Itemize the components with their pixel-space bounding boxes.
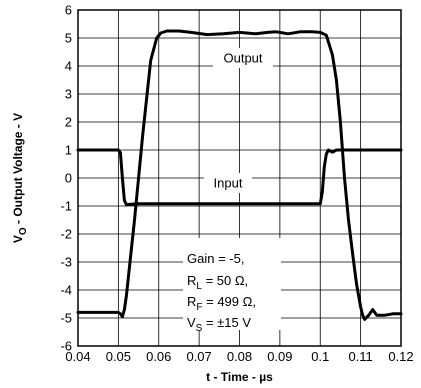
series-layer [76,29,403,321]
y-tick-label: 0 [65,171,72,186]
y-tick-label: 5 [65,31,72,46]
y-tick-label: -2 [60,227,72,242]
param-gain: Gain = -5, [187,251,244,266]
y-tick-label: -1 [60,199,72,214]
input-label-background [204,173,252,193]
x-tick-label: 0.12 [388,349,413,364]
x-tick-label: 0.08 [227,349,252,364]
series-input-line [76,148,403,207]
y-tick-label: -5 [60,311,72,326]
parameters-box: Gain = -5, RL = 50 Ω, RF = 499 Ω, VS = ±… [187,251,256,334]
param-rf-sub: F [196,302,202,313]
tick-layer: 0.04 0.05 0.06 0.07 0.08 0.09 0.1 0.11 0.12 -6 -5 -… [60,3,413,365]
y-tick-label: 1 [65,143,72,158]
y-tick-label: -3 [60,255,72,270]
param-rl-main: R [187,273,196,288]
output-label-background [213,48,273,68]
x-tick-label: 0.05 [106,349,131,364]
param-vs-main: V [187,315,196,330]
x-tick-label: 0.07 [186,349,211,364]
parameters-box-background [183,238,281,330]
y-tick-label: -6 [60,339,72,354]
y-tick-label: 3 [65,87,72,102]
y-axis-title-rest: - Output Voltage - V [11,113,25,227]
output-series-label: Output [223,51,262,66]
plot-frame [77,9,402,347]
y-tick-label: 4 [65,59,72,74]
param-rl-sub: L [196,281,202,292]
series-output-line [76,29,403,321]
y-axis-title-sub: O [18,227,29,235]
param-rf-rest: = 499 Ω, [203,294,256,309]
x-tick-label: 0.11 [348,349,372,364]
param-rl: RL = 50 Ω, [187,273,248,292]
x-tick-label: 0.06 [146,349,171,364]
param-vs: VS = ±15 V [187,315,251,334]
x-axis-title: t - Time - µs [206,370,273,384]
param-vs-sub: S [196,323,203,334]
param-rf-main: R [187,294,196,309]
y-tick-label: -4 [60,283,72,298]
y-axis-title: VO - Output Voltage - V [11,113,29,243]
param-vs-rest: = ±15 V [202,315,251,330]
input-series-label: Input [214,176,243,191]
y-tick-label: 2 [65,115,72,130]
param-rl-rest: = 50 Ω, [202,273,248,288]
x-tick-label: 0.1 [311,349,329,364]
x-tick-label: 0.04 [65,349,90,364]
param-rf: RF = 499 Ω, [187,294,256,313]
x-tick-label: 0.09 [267,349,292,364]
y-axis-title-main: V [11,235,25,243]
y-tick-label: 6 [65,3,72,18]
